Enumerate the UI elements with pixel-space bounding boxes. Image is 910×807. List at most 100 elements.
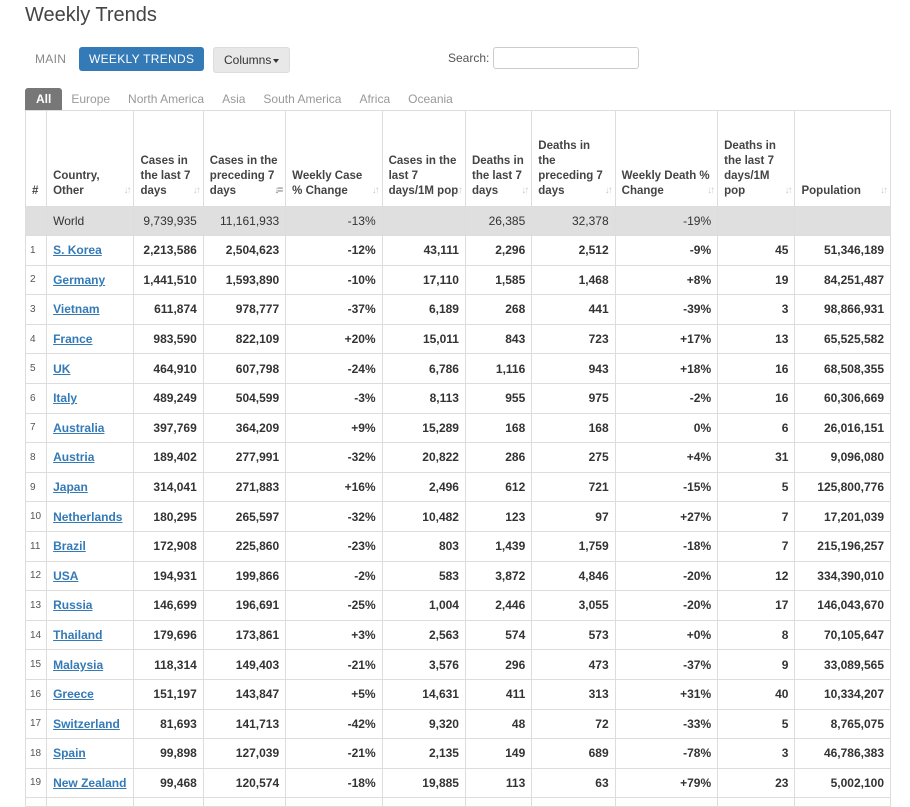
value-cell [464,797,533,807]
country-link[interactable]: France [53,332,93,347]
column-header[interactable]: Cases in the last 7 days ↓↑ [133,110,204,207]
country-link[interactable]: S. Korea [53,243,102,258]
value-cell: 141,713 [202,708,287,740]
value-cell: 15,289 [381,412,466,444]
rank-cell: 18 [24,738,48,769]
columns-button[interactable]: Columns [213,47,291,73]
tab-oceania[interactable]: Oceania [408,92,453,106]
value-cell: 16 [717,382,796,414]
value-cell: 70,105,647 [794,619,891,651]
country-cell: Brazil [46,530,135,562]
value-cell: 113 [464,767,533,799]
value-cell [794,206,891,236]
value-cell: 504,599 [202,382,287,414]
country-cell: S. Korea [46,235,135,266]
country-link[interactable]: Thailand [53,628,103,643]
value-cell: 4,846 [531,560,616,592]
value-cell: 33,089,565 [794,649,891,680]
value-cell: 955 [464,382,533,414]
value-cell: -13% [285,206,383,236]
value-cell: 583 [381,560,466,592]
column-header[interactable]: Deaths in the preceding 7 days ↓↑ [531,110,616,207]
value-cell: -19% [614,206,719,236]
value-cell: 9,320 [381,708,466,740]
country-link[interactable]: Australia [53,420,105,435]
value-cell: 573 [531,619,616,651]
main-button[interactable]: MAIN [35,52,67,66]
country-cell: Malaysia [46,649,135,680]
country-link[interactable]: Vietnam [53,302,100,317]
value-cell: 14,631 [381,678,466,710]
search-input[interactable] [493,47,639,69]
table-row: 12 USA 194,931 199,866 -2% 583 3,872 4,846 -20% 1… [24,560,891,592]
country-link[interactable]: Japan [53,480,88,495]
value-cell: 15,011 [381,323,466,355]
country-cell: New Zealand [46,767,135,799]
country-link[interactable]: Spain [53,746,86,761]
tab-all[interactable]: All [25,88,63,110]
region-tabs: All Europe North America Asia South America A… [25,88,462,110]
tab-asia[interactable]: Asia [222,92,246,106]
table-row: 19 New Zealand 99,468 120,574 -18% 19,885 113 6… [24,767,891,799]
value-cell: +8% [614,264,719,296]
column-header-label: Deaths in the last 7 days/1M pop [724,140,776,197]
value-cell: 19 [717,264,796,296]
tab-north-america[interactable]: North America [128,92,205,106]
tab-south-america[interactable]: South America [263,92,342,106]
rank-cell: 14 [24,619,48,651]
country-link[interactable]: New Zealand [53,775,127,790]
column-header[interactable]: Weekly Case % Change ↓↑ [285,110,383,207]
column-header[interactable]: Cases in the last 7 days/1M pop ↓↑ [381,110,466,207]
value-cell: 464,910 [133,353,204,384]
country-link[interactable]: Brazil [53,539,86,554]
column-header[interactable]: Weekly Death % Change ↓↑ [614,110,719,207]
value-cell: -37% [285,294,383,325]
value-cell: 68,508,355 [794,353,891,384]
value-cell: -39% [614,294,719,325]
country-link[interactable]: UK [53,361,71,376]
value-cell: 2,213,586 [133,235,204,266]
value-cell: 3,576 [381,649,466,680]
value-cell: 46,786,383 [794,738,891,769]
country-link[interactable]: Malaysia [53,657,104,672]
table-row: 16 Greece 151,197 143,847 +5% 14,631 411 313 +31… [24,678,891,710]
column-header[interactable]: Deaths in the last 7 days ↓↑ [464,110,533,207]
value-cell: -3% [285,382,383,414]
value-cell: 199,866 [202,560,287,592]
value-cell: 5 [717,471,796,503]
country-link[interactable]: Netherlands [53,509,123,524]
column-header[interactable]: Cases in the preceding 7 days ↓= [202,110,287,207]
country-cell: France [46,323,135,355]
value-cell: +18% [614,353,719,384]
weekly-trends-button[interactable]: WEEKLY TRENDS [79,47,205,71]
column-header[interactable]: # [24,110,48,207]
country-link[interactable]: USA [53,568,79,583]
rank-cell: 2 [24,264,48,296]
country-link[interactable]: Russia [53,598,93,613]
tab-europe[interactable]: Europe [71,92,111,106]
value-cell: 6,786 [381,353,466,384]
value-cell: 5 [717,708,796,740]
column-header[interactable]: Deaths in the last 7 days/1M pop ↓↑ [717,110,796,207]
value-cell: 97 [531,501,616,532]
value-cell: 143,847 [202,678,287,710]
column-header[interactable]: Country, Other ↓↑ [46,110,135,207]
value-cell: 268 [464,294,533,325]
rank-cell: 9 [24,471,48,503]
column-header-label: Deaths in the preceding 7 days [538,140,603,197]
column-header[interactable]: Population ↓↑ [794,110,891,207]
table-row: 4 France 983,590 822,109 +20% 15,011 843 723 +17… [24,323,891,355]
tab-africa[interactable]: Africa [359,92,391,106]
country-link[interactable]: Germany [53,272,106,287]
table-row: 18 Spain 99,898 127,039 -21% 2,135 149 689 -78% 3… [24,738,891,769]
value-cell: 2,446 [464,590,533,621]
table-row [24,797,891,807]
table-row: 10 Netherlands 180,295 265,597 -32% 10,482 123… [24,501,891,532]
country-link[interactable]: Switzerland [53,716,120,731]
country-link[interactable]: Greece [53,687,94,702]
rank-cell: 1 [24,235,48,266]
country-link[interactable]: Austria [53,450,95,465]
value-cell: -21% [285,738,383,769]
country-link[interactable]: Italy [53,391,78,406]
column-header-label: Deaths in the last 7 days [471,155,524,197]
